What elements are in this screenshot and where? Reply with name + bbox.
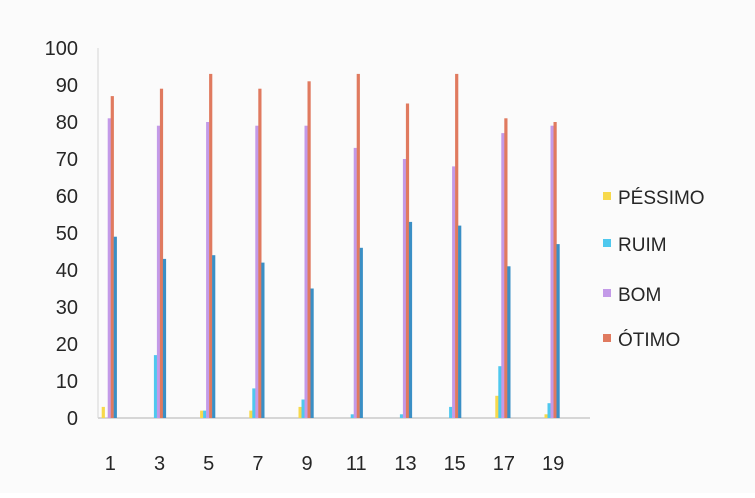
bar-ruim-15 bbox=[449, 406, 453, 418]
bar-ótimo-3 bbox=[159, 88, 164, 418]
legend-swatch-péssimo bbox=[603, 192, 611, 200]
bar-ótimo-19 bbox=[553, 122, 557, 418]
x-tick-label: 19 bbox=[542, 453, 564, 475]
y-tick-label: 50 bbox=[56, 223, 78, 245]
bar-series-4-11 bbox=[359, 247, 363, 418]
bar-péssimo-1 bbox=[101, 406, 105, 418]
y-tick-label: 70 bbox=[56, 149, 78, 171]
bar-bom-17 bbox=[501, 133, 505, 418]
legend-label-ótimo: ÓTIMO bbox=[618, 329, 680, 351]
x-tick-label: 5 bbox=[203, 453, 214, 475]
x-tick-label: 3 bbox=[154, 453, 165, 475]
legend-label-péssimo: PÉSSIMO bbox=[618, 188, 705, 209]
bar-series-4-15 bbox=[458, 225, 462, 418]
x-tick-label: 13 bbox=[394, 453, 416, 475]
bar-series-4-1 bbox=[113, 236, 117, 418]
legend: PÉSSIMO RUIM BOM ÓTIMO bbox=[603, 188, 705, 351]
bar-bom-1 bbox=[107, 118, 111, 419]
bar-ótimo-7 bbox=[258, 88, 262, 418]
y-tick-label: 90 bbox=[56, 75, 78, 97]
bar-ótimo-11 bbox=[356, 73, 360, 419]
bar-ruim-17 bbox=[498, 366, 502, 418]
legend-label-ruim: RUIM bbox=[618, 235, 667, 256]
legend-label-bom: BOM bbox=[618, 285, 661, 306]
legend-swatch-bom bbox=[603, 289, 611, 297]
x-tick-labels: 1 3 5 7 9 11 13 15 17 19 bbox=[105, 453, 564, 475]
bar-ótimo-9 bbox=[307, 81, 311, 419]
bar-series-4-5 bbox=[212, 255, 216, 418]
bar-series-4-9 bbox=[310, 288, 314, 418]
y-tick-label: 80 bbox=[56, 112, 78, 134]
bar-ruim-9 bbox=[301, 399, 305, 418]
bar-péssimo-5 bbox=[200, 410, 204, 418]
y-tick-label: 20 bbox=[56, 334, 78, 356]
y-tick-label: 0 bbox=[67, 408, 78, 430]
bar-series-4-3 bbox=[162, 258, 167, 418]
bar-ruim-19 bbox=[547, 403, 551, 418]
bar-ruim-7 bbox=[252, 388, 256, 418]
bars bbox=[101, 73, 560, 419]
bar-series-4-19 bbox=[556, 244, 560, 418]
x-tick-label: 7 bbox=[252, 453, 263, 475]
x-tick-label: 9 bbox=[302, 453, 313, 475]
legend-swatch-ótimo bbox=[603, 334, 611, 342]
bar-péssimo-19 bbox=[544, 414, 548, 418]
bar-péssimo-9 bbox=[298, 406, 302, 418]
bar-bom-11 bbox=[353, 147, 357, 418]
y-tick-label: 10 bbox=[56, 371, 78, 393]
bar-bom-19 bbox=[550, 125, 554, 418]
x-tick-label: 1 bbox=[105, 453, 116, 475]
axes bbox=[97, 48, 590, 419]
y-tick-label: 100 bbox=[45, 38, 78, 60]
bar-péssimo-17 bbox=[495, 395, 499, 418]
bar-series-4-13 bbox=[408, 221, 413, 418]
bar-bom-5 bbox=[206, 122, 210, 418]
y-tick-label: 30 bbox=[56, 297, 78, 319]
bar-ótimo-1 bbox=[110, 96, 114, 418]
bar-ótimo-13 bbox=[405, 103, 410, 418]
bar-bom-3 bbox=[156, 125, 161, 418]
bar-ruim-11 bbox=[350, 414, 354, 418]
bar-series-4-7 bbox=[261, 262, 265, 418]
bar-péssimo-7 bbox=[249, 410, 253, 418]
bar-bom-15 bbox=[452, 166, 456, 418]
bar-ruim-3 bbox=[153, 355, 158, 418]
bar-ruim-13 bbox=[399, 414, 404, 418]
bar-series-4-17 bbox=[507, 266, 511, 418]
x-tick-label: 15 bbox=[444, 453, 466, 475]
x-tick-label: 11 bbox=[346, 453, 367, 475]
bar-ótimo-5 bbox=[209, 73, 213, 419]
bar-bom-13 bbox=[402, 159, 407, 418]
y-tick-labels: 0 10 20 30 40 50 60 70 80 90 100 bbox=[45, 38, 78, 430]
x-tick-label: 17 bbox=[493, 453, 515, 475]
bar-bom-7 bbox=[255, 125, 259, 418]
bar-ótimo-17 bbox=[504, 118, 508, 419]
y-tick-label: 60 bbox=[56, 186, 78, 208]
bar-ótimo-15 bbox=[455, 73, 459, 419]
bar-ruim-5 bbox=[203, 410, 207, 418]
y-tick-label: 40 bbox=[56, 260, 78, 282]
legend-swatch-ruim bbox=[603, 239, 611, 247]
bar-bom-9 bbox=[304, 125, 308, 418]
